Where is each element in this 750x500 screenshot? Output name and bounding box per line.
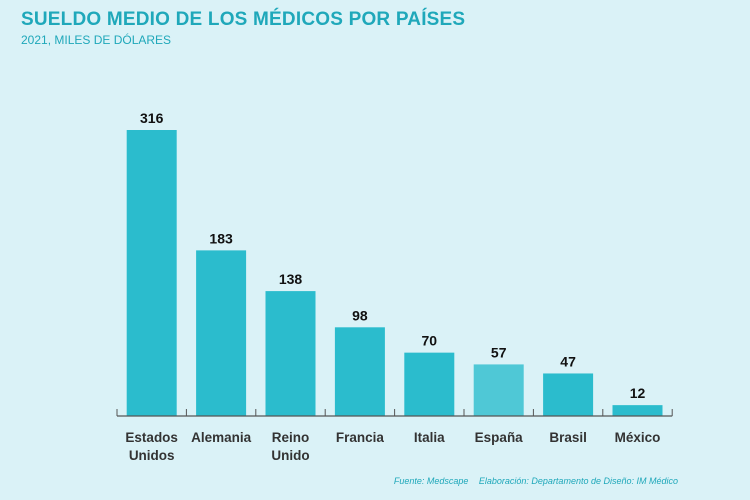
bar (612, 405, 663, 416)
x-tick-label: México (615, 430, 661, 445)
data-label: 70 (422, 333, 438, 349)
x-tick-label: Unidos (129, 448, 175, 463)
x-tick-label: Brasil (549, 430, 587, 445)
data-label: 98 (352, 307, 368, 323)
data-label: 138 (279, 271, 303, 287)
data-label: 12 (630, 385, 646, 401)
source-note: Fuente: Medscape (393, 476, 469, 486)
bar (265, 291, 316, 416)
data-label: 57 (491, 344, 507, 360)
x-tick-label: Estados (125, 430, 178, 445)
bar (126, 130, 177, 416)
bar (334, 327, 385, 416)
x-tick-label: Francia (336, 430, 385, 445)
bar (543, 373, 594, 416)
data-label: 183 (209, 230, 233, 246)
bar (473, 364, 524, 416)
x-tick-label: Reino (272, 430, 310, 445)
credit-note: Elaboración: Departamento de Diseño: IM … (478, 476, 678, 486)
bar (404, 352, 455, 416)
x-tick-label: Unido (271, 448, 309, 463)
x-tick-label: Alemania (191, 430, 252, 445)
x-tick-label: Italia (414, 430, 445, 445)
chart-subtitle: 2021, MILES DE DÓLARES (21, 33, 172, 47)
bar (196, 250, 247, 416)
data-label: 316 (140, 110, 164, 126)
x-tick-label: España (475, 430, 524, 445)
chart-footer: Fuente: Medscape Elaboración: Departamen… (394, 476, 678, 486)
data-label: 47 (560, 353, 576, 369)
chart-title: SUELDO MEDIO DE LOS MÉDICOS POR PAÍSES (21, 9, 466, 30)
